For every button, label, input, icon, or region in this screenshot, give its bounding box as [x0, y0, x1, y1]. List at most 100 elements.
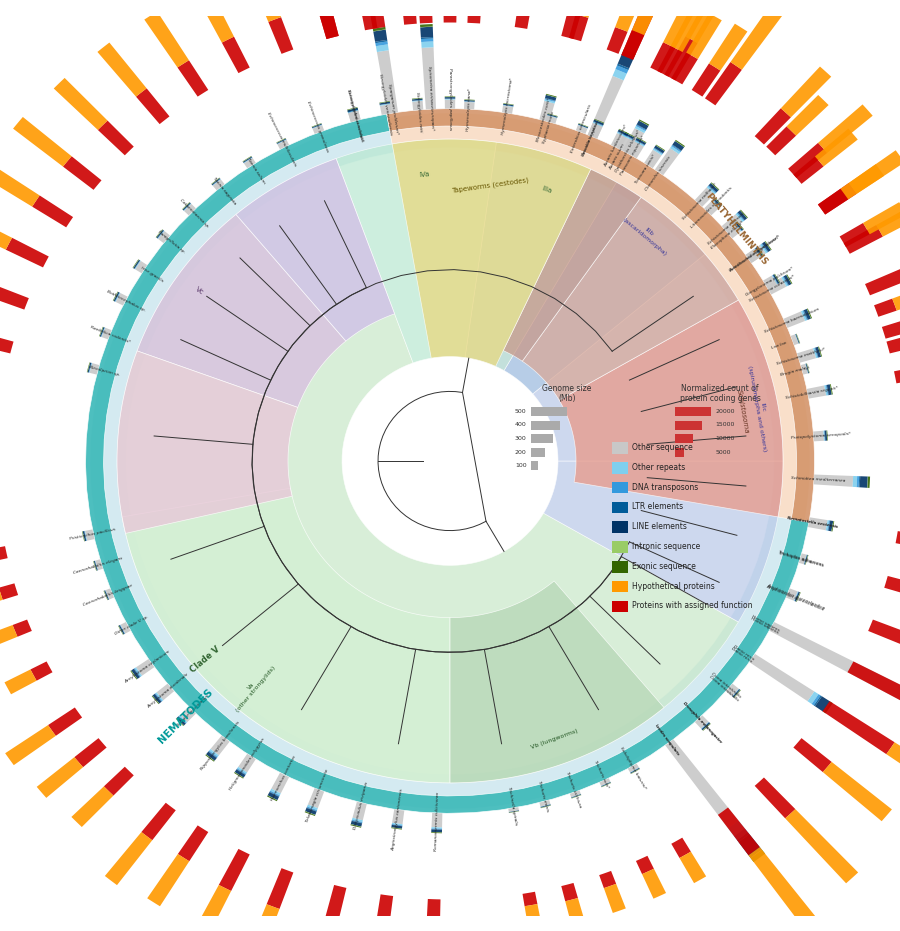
Polygon shape — [709, 23, 747, 71]
Polygon shape — [348, 110, 361, 122]
Polygon shape — [733, 689, 741, 697]
Polygon shape — [695, 715, 708, 729]
Polygon shape — [155, 694, 162, 702]
Polygon shape — [136, 88, 169, 124]
Polygon shape — [772, 275, 778, 284]
Polygon shape — [545, 115, 557, 124]
Polygon shape — [711, 182, 719, 190]
Polygon shape — [824, 430, 825, 440]
Polygon shape — [593, 121, 603, 126]
Polygon shape — [701, 722, 709, 729]
Polygon shape — [824, 431, 825, 440]
Polygon shape — [736, 222, 743, 230]
Polygon shape — [806, 364, 808, 373]
Polygon shape — [617, 131, 627, 137]
Polygon shape — [184, 203, 191, 210]
Text: Ciona intestinalis: Ciona intestinalis — [708, 675, 739, 703]
Polygon shape — [825, 520, 829, 531]
Polygon shape — [806, 363, 809, 373]
Polygon shape — [94, 560, 98, 571]
Text: Normalized count of
protein coding genes: Normalized count of protein coding genes — [680, 384, 760, 403]
Polygon shape — [305, 811, 315, 816]
Polygon shape — [757, 247, 763, 255]
Text: Heligmosomoides polygyrus: Heligmosomoides polygyrus — [229, 737, 266, 791]
Polygon shape — [593, 119, 604, 126]
Polygon shape — [665, 739, 739, 829]
Text: IIIb
(ascaridomorpha): IIIb (ascaridomorpha) — [622, 212, 671, 257]
Polygon shape — [823, 701, 895, 754]
Polygon shape — [388, 113, 810, 521]
Polygon shape — [508, 810, 519, 813]
Polygon shape — [94, 560, 98, 571]
Polygon shape — [623, 135, 633, 141]
Polygon shape — [868, 477, 870, 488]
Polygon shape — [622, 128, 644, 155]
Polygon shape — [576, 125, 588, 134]
Polygon shape — [234, 772, 244, 778]
Polygon shape — [572, 794, 580, 798]
Polygon shape — [105, 832, 152, 885]
Polygon shape — [634, 126, 645, 133]
Polygon shape — [311, 123, 321, 127]
Polygon shape — [0, 331, 14, 354]
Text: Ancylostoma ceylanicum: Ancylostoma ceylanicum — [124, 649, 171, 683]
Polygon shape — [672, 141, 684, 151]
Polygon shape — [863, 202, 900, 235]
Polygon shape — [772, 276, 778, 284]
Polygon shape — [722, 214, 742, 234]
Polygon shape — [806, 385, 826, 398]
Polygon shape — [277, 140, 286, 144]
Polygon shape — [766, 277, 787, 294]
Text: Anisakia simplex: Anisakia simplex — [581, 122, 599, 157]
Text: Ancylostoma duodenale: Ancylostoma duodenale — [147, 672, 189, 708]
Polygon shape — [545, 95, 556, 101]
Polygon shape — [755, 248, 761, 257]
Polygon shape — [156, 230, 163, 237]
Polygon shape — [657, 46, 682, 76]
Polygon shape — [347, 109, 358, 112]
Text: Trichuris suis*: Trichuris suis* — [593, 760, 609, 789]
Polygon shape — [630, 767, 639, 773]
Polygon shape — [807, 308, 812, 318]
Polygon shape — [83, 532, 85, 541]
Polygon shape — [865, 267, 900, 295]
Polygon shape — [121, 622, 130, 634]
Polygon shape — [827, 430, 828, 440]
Polygon shape — [576, 0, 599, 18]
Polygon shape — [671, 838, 691, 858]
Polygon shape — [547, 115, 557, 118]
Polygon shape — [312, 124, 322, 128]
Polygon shape — [211, 735, 230, 755]
Polygon shape — [312, 125, 322, 128]
Polygon shape — [755, 108, 791, 144]
Polygon shape — [508, 810, 519, 812]
Polygon shape — [707, 185, 716, 194]
Polygon shape — [801, 311, 806, 321]
Polygon shape — [380, 101, 390, 103]
Polygon shape — [97, 43, 147, 97]
Polygon shape — [827, 520, 830, 531]
Polygon shape — [728, 820, 745, 836]
Text: Intronic sequence: Intronic sequence — [632, 542, 700, 551]
Polygon shape — [4, 669, 37, 695]
Polygon shape — [735, 222, 743, 231]
Polygon shape — [352, 817, 363, 822]
Text: Vc: Vc — [194, 287, 204, 296]
Polygon shape — [86, 362, 90, 372]
Polygon shape — [155, 694, 162, 702]
Polygon shape — [572, 795, 581, 799]
Bar — [612, 442, 628, 453]
Polygon shape — [152, 694, 161, 704]
Polygon shape — [178, 716, 186, 723]
Polygon shape — [277, 140, 289, 149]
Polygon shape — [785, 809, 858, 884]
Text: 300: 300 — [515, 436, 526, 441]
Text: Echinococcus granulosus: Echinococcus granulosus — [306, 101, 329, 153]
Polygon shape — [781, 66, 832, 117]
Polygon shape — [13, 619, 32, 637]
Polygon shape — [569, 14, 589, 41]
Text: Ixodes scapularis: Ixodes scapularis — [654, 723, 680, 756]
Polygon shape — [184, 204, 196, 215]
Polygon shape — [114, 292, 120, 302]
Text: Schistosoma mattheei*: Schistosoma mattheei* — [777, 347, 826, 366]
